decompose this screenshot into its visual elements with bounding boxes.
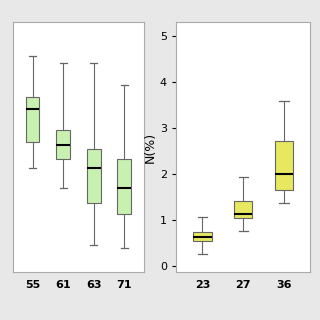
PathPatch shape <box>275 141 293 190</box>
PathPatch shape <box>26 97 39 142</box>
PathPatch shape <box>56 130 70 159</box>
PathPatch shape <box>87 149 100 203</box>
PathPatch shape <box>234 201 252 218</box>
Y-axis label: N(%): N(%) <box>144 132 157 163</box>
PathPatch shape <box>193 232 212 241</box>
PathPatch shape <box>117 159 131 214</box>
